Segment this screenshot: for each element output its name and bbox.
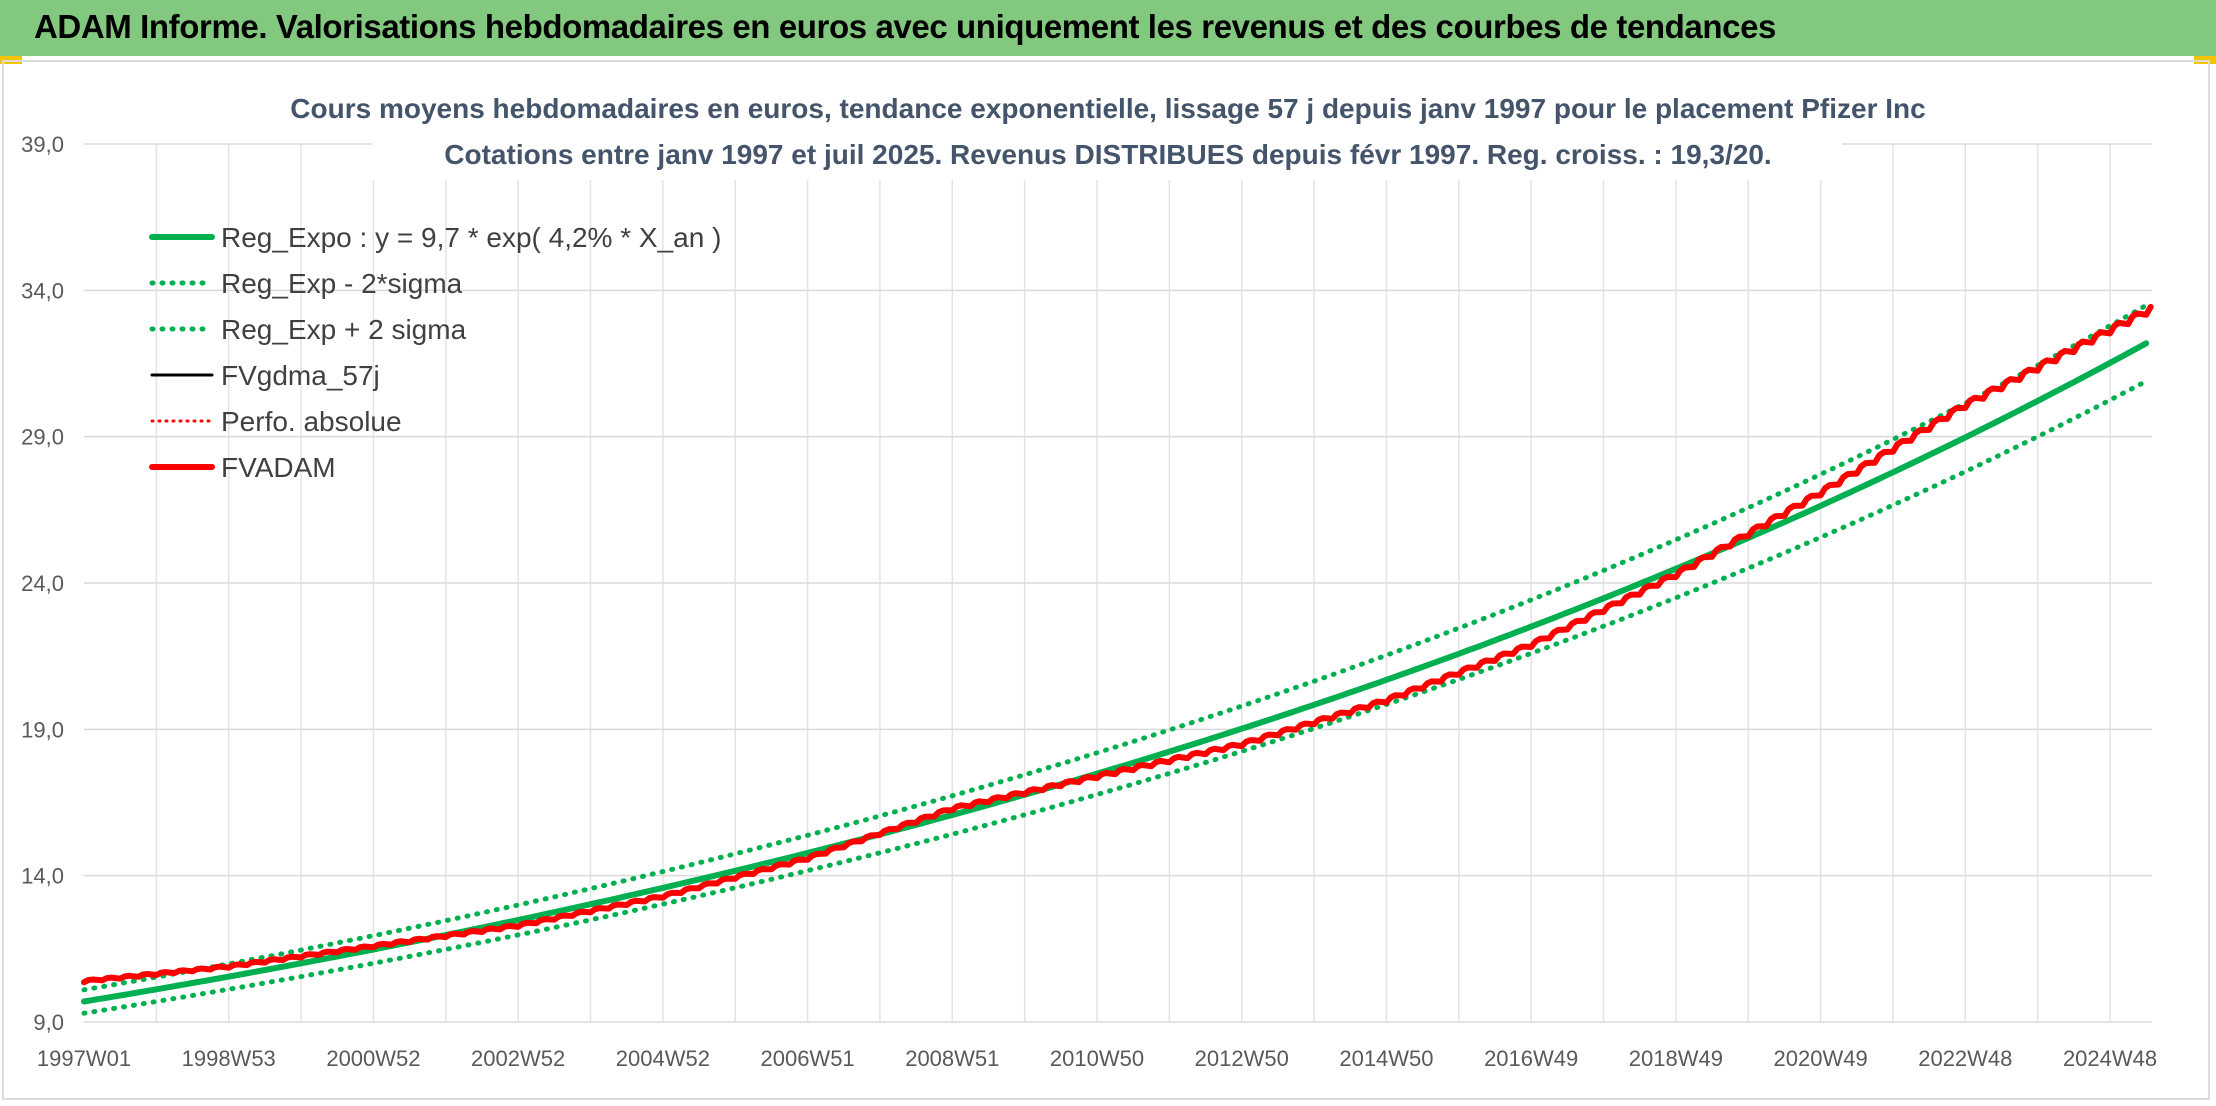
x-tick-label: 2014W50	[1339, 1046, 1433, 1071]
y-tick-label: 34,0	[21, 278, 64, 303]
x-tick-label: 2010W50	[1050, 1046, 1144, 1071]
chart-frame	[2, 60, 2210, 1100]
x-tick-label: 2000W52	[326, 1046, 420, 1071]
x-tick-label: 2006W51	[760, 1046, 854, 1071]
x-tick-label: 1997W01	[37, 1046, 131, 1071]
y-tick-label: 14,0	[21, 864, 64, 889]
series-line-2	[81, 302, 2149, 993]
x-tick-label: 2022W48	[1918, 1046, 2012, 1071]
legend-label: FVgdma_57j	[221, 360, 380, 391]
y-tick-label: 19,0	[21, 717, 64, 742]
report-title: ADAM Informe. Valorisations hebdomadaire…	[34, 8, 1776, 45]
series-line-1	[81, 378, 2149, 1016]
legend-label: Perfo. absolue	[221, 406, 402, 437]
chart-title-line-1: Cours moyens hebdomadaires en euros, ten…	[290, 93, 1925, 124]
series-lines	[81, 302, 2154, 1016]
x-tick-label: 2004W52	[616, 1046, 710, 1071]
legend-label: Reg_Expo : y = 9,7 * exp( 4,2% * X_an )	[221, 222, 721, 253]
x-tick-label: 2020W49	[1774, 1046, 1868, 1071]
x-tick-label: 2008W51	[905, 1046, 999, 1071]
series-line-0	[81, 340, 2150, 1005]
y-tick-label: 9,0	[33, 1010, 64, 1035]
y-tick-label: 29,0	[21, 425, 64, 450]
legend-label: FVADAM	[221, 452, 336, 483]
x-tick-label: 2016W49	[1484, 1046, 1578, 1071]
x-tick-label: 1998W53	[182, 1046, 276, 1071]
x-axis-labels: 1997W01 1998W53 2000W52 2002W52 2004W52 2006W…	[37, 1046, 2157, 1071]
horizontal-gridlines	[84, 143, 2152, 1023]
x-tick-label: 2018W49	[1629, 1046, 1723, 1071]
y-tick-label: 24,0	[21, 571, 64, 596]
x-tick-label: 2012W50	[1195, 1046, 1289, 1071]
y-axis-labels: 9,0 14,0 19,0 24,0 29,0 34,0 39,0	[21, 132, 64, 1035]
legend: Reg_Expo : y = 9,7 * exp( 4,2% * X_an ) R…	[149, 222, 721, 483]
x-tick-label: 2024W48	[2063, 1046, 2157, 1071]
legend-label: Reg_Exp - 2*sigma	[221, 268, 463, 299]
chart-title-line-2: Cotations entre janv 1997 et juil 2025. …	[444, 139, 1771, 170]
report-header: ADAM Informe. Valorisations hebdomadaire…	[0, 0, 2216, 56]
y-tick-label: 39,0	[21, 132, 64, 157]
chart-title-background	[372, 88, 1842, 180]
legend-label: Reg_Exp + 2 sigma	[221, 314, 467, 345]
series-line-4	[82, 305, 2153, 984]
x-tick-label: 2002W52	[471, 1046, 565, 1071]
